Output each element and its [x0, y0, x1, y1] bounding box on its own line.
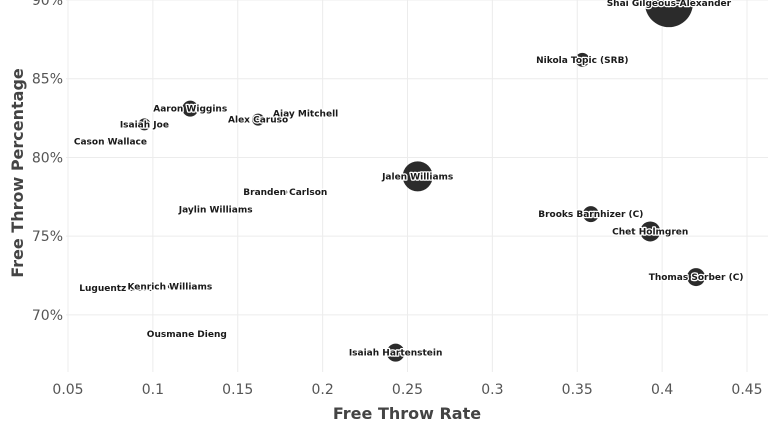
x-tick-label: 0.35 — [562, 382, 593, 398]
point-label-halo: Cason Wallace — [74, 138, 147, 148]
data-point — [302, 110, 309, 117]
point-label: Nikola Topic (SRB) — [536, 56, 628, 66]
data-point — [182, 100, 199, 117]
point-label: Luguentz Dort — [79, 284, 152, 294]
data-point — [252, 113, 265, 126]
x-tick-label: 0.15 — [222, 382, 253, 398]
point-label: Branden Carlson — [243, 188, 327, 198]
data-point — [167, 284, 172, 289]
point-label: Jaylin Williams — [178, 205, 253, 215]
x-tick-label: 0.45 — [731, 382, 762, 398]
point-label: Isaiah Joe — [120, 120, 169, 130]
point-label-halo: Thomas Sorber (C) — [649, 273, 744, 283]
point-label: Kenrich Williams — [127, 283, 212, 293]
data-point — [575, 52, 590, 67]
data-point — [386, 343, 405, 362]
point-label: Aaron Wiggins — [153, 105, 227, 115]
y-tick-label: 75% — [32, 229, 63, 245]
x-tick-label: 0.4 — [651, 382, 673, 398]
point-label: Thomas Sorber (C) — [649, 273, 744, 283]
y-axis-title: Free Throw Percentage — [8, 68, 27, 278]
data-point — [184, 331, 189, 336]
data-point — [644, 0, 693, 28]
point-label-halo: Isaiah Hartenstein — [349, 349, 443, 359]
point-label: Ajay Mitchell — [273, 109, 338, 119]
point-label-halo: Nikola Topic (SRB) — [536, 56, 628, 66]
data-point — [213, 207, 218, 212]
data-point — [138, 118, 151, 131]
data-point — [687, 268, 706, 287]
point-label: Brooks Barnhizer (C) — [538, 210, 643, 220]
data-point — [582, 206, 599, 223]
data-point — [402, 161, 433, 192]
point-label-halo: Ajay Mitchell — [273, 109, 338, 119]
data-point — [283, 190, 288, 195]
point-label-halo: Jaylin Williams — [178, 205, 253, 215]
point-label-halo: Luguentz Dort — [79, 284, 152, 294]
y-tick-label: 85% — [32, 72, 63, 88]
point-label: Ousmane Dieng — [147, 330, 227, 340]
data-point — [107, 138, 114, 145]
x-tick-label: 0.2 — [311, 382, 333, 398]
point-label-halo: Chet Holmgren — [612, 227, 688, 237]
point-label-halo: Aaron Wiggins — [153, 105, 227, 115]
x-axis-title: Free Throw Rate — [333, 404, 481, 423]
y-tick-label: 70% — [32, 308, 63, 324]
point-label-halo: Branden Carlson — [243, 188, 327, 198]
point-label: Cason Wallace — [74, 138, 147, 148]
data-point — [640, 221, 661, 242]
data-point — [112, 285, 119, 292]
x-tick-label: 0.05 — [52, 382, 83, 398]
point-label-halo: Brooks Barnhizer (C) — [538, 210, 643, 220]
point-label-halo: Kenrich Williams — [127, 283, 212, 293]
point-label: Jalen Williams — [381, 172, 453, 182]
tick-layer: 0.05 0.1 0.15 0.2 0.25 0.3 0.35 0.4 0.45 70% 75% 80… — [32, 0, 763, 398]
x-tick-label: 0.3 — [481, 382, 503, 398]
point-label: Alex Caruso — [228, 116, 288, 126]
x-tick-label: 0.1 — [142, 382, 164, 398]
point-label-halo: Shai Gilgeous-Alexander — [607, 0, 732, 9]
point-label: Shai Gilgeous-Alexander — [607, 0, 732, 9]
point-label-halo: Alex Caruso — [228, 116, 288, 126]
x-tick-label: 0.25 — [392, 382, 423, 398]
y-tick-label: 80% — [32, 150, 63, 166]
point-label-halo: Jalen Williams — [381, 172, 453, 182]
point-layer — [107, 0, 706, 362]
point-label: Chet Holmgren — [612, 227, 688, 237]
y-tick-label: 90% — [32, 0, 63, 9]
point-label-halo: Isaiah Joe — [120, 120, 169, 130]
point-label-halo: Ousmane Dieng — [147, 330, 227, 340]
point-label: Isaiah Hartenstein — [349, 349, 443, 359]
